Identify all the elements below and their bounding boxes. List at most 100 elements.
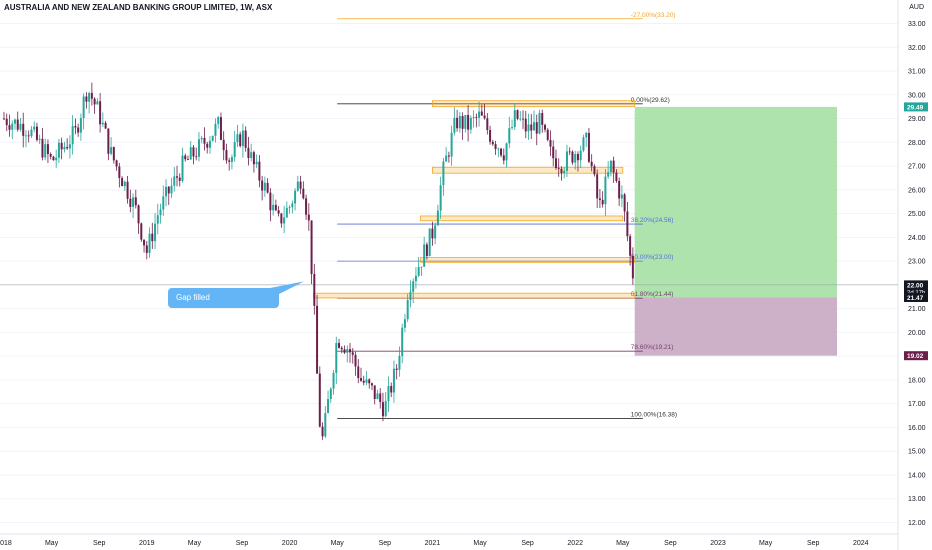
candle-body: [497, 148, 500, 150]
candle-body: [178, 177, 181, 181]
candle-body: [151, 233, 154, 242]
candle-body: [241, 130, 244, 147]
candle-body: [126, 181, 129, 199]
candle-body: [439, 185, 442, 211]
x-tick-label: May: [473, 540, 487, 547]
candle-body: [49, 154, 52, 157]
candle-body: [19, 123, 22, 130]
y-tick-label: 25.00: [908, 211, 926, 218]
candle-body: [277, 210, 280, 214]
candle-body: [604, 176, 607, 205]
price-badge: [904, 292, 928, 302]
x-tick-label: 2024: [853, 540, 869, 547]
candle-body: [288, 207, 291, 209]
sr-zone: [431, 100, 636, 108]
candle-body: [115, 160, 118, 167]
candle-body: [554, 158, 557, 168]
candle-body: [403, 319, 406, 328]
candle-body: [214, 123, 217, 136]
candle-body: [74, 126, 77, 128]
candle-body: [450, 132, 453, 157]
x-tick-label: May: [188, 540, 202, 547]
y-tick-label: 26.00: [908, 187, 926, 194]
candle-body: [208, 140, 211, 148]
candle-body: [343, 349, 346, 353]
price-badge-label: 29.49: [907, 104, 924, 111]
y-tick-label: 32.00: [908, 45, 926, 52]
candle-body: [318, 373, 321, 427]
candle-body: [46, 144, 49, 155]
candle-body: [269, 192, 272, 211]
candle-body: [159, 209, 162, 216]
candle-body: [417, 266, 420, 276]
candle-body: [491, 141, 494, 145]
candle-body: [189, 147, 192, 160]
x-tick-label: Sep: [236, 540, 249, 547]
candle-body: [104, 122, 107, 129]
fib-level-label: 38.20%(24.56): [631, 217, 674, 224]
candle-body: [398, 355, 401, 370]
candle-body: [274, 204, 277, 211]
candle-body: [206, 143, 209, 148]
candle-body: [340, 347, 343, 350]
candle-body: [607, 172, 610, 177]
candle-body: [258, 161, 261, 181]
candle-body: [612, 160, 615, 173]
candle-body: [222, 139, 225, 151]
candle-body: [255, 161, 258, 165]
x-tick-label: May: [616, 540, 630, 547]
candle-body: [272, 204, 275, 211]
candle-body: [379, 393, 382, 403]
candle-body: [30, 129, 33, 136]
y-tick-label: 21.00: [908, 306, 926, 313]
gap-filled-callout[interactable]: Gap filled: [168, 288, 279, 308]
x-tick-label: 2019: [139, 540, 155, 547]
candle-body: [593, 166, 596, 175]
candle-body: [631, 255, 634, 279]
candle-body: [291, 203, 294, 208]
candle-body: [186, 159, 189, 161]
candle-body: [423, 244, 426, 267]
candle-body: [55, 157, 58, 161]
candle-body: [35, 126, 38, 140]
candle-body: [552, 146, 555, 159]
candle-body: [332, 372, 335, 389]
fib-level-label: 50.00%(23.00): [631, 254, 674, 261]
candle-body: [626, 211, 629, 237]
candle-body: [77, 127, 80, 133]
y-tick-label: 20.00: [908, 330, 926, 337]
x-tick-label: May: [331, 540, 345, 547]
candle-body: [464, 114, 467, 129]
candle-body: [99, 101, 102, 125]
x-tick-label: 2023: [710, 540, 726, 547]
candle-body: [434, 225, 437, 239]
candle-body: [71, 126, 74, 145]
fib-level-label: 78.60%(19.21): [631, 344, 674, 351]
candle-body: [511, 127, 514, 129]
candle-body: [620, 194, 623, 199]
x-tick-label: Sep: [521, 540, 534, 547]
candle-body: [615, 172, 618, 182]
candle-body: [181, 155, 184, 181]
candle-body: [549, 139, 552, 147]
candle-body: [176, 176, 179, 178]
fib-level-label: 61.80%(21.44): [631, 291, 674, 298]
candle-body: [376, 393, 379, 399]
candle-body: [184, 155, 187, 160]
candle-body: [409, 291, 412, 301]
candle-body: [170, 185, 173, 194]
candle-body: [609, 160, 612, 173]
candle-body: [541, 112, 544, 125]
candle-body: [384, 401, 387, 417]
candle-body: [406, 300, 409, 320]
candle-body: [285, 207, 288, 218]
sr-zone: [312, 292, 636, 299]
x-tick-label: May: [759, 540, 773, 547]
y-tick-label: 23.00: [908, 259, 926, 266]
candle-body: [63, 147, 66, 150]
target-zone: [634, 106, 837, 298]
candle-body: [623, 194, 626, 212]
sr-zone: [420, 257, 636, 263]
candle-body: [165, 186, 168, 197]
